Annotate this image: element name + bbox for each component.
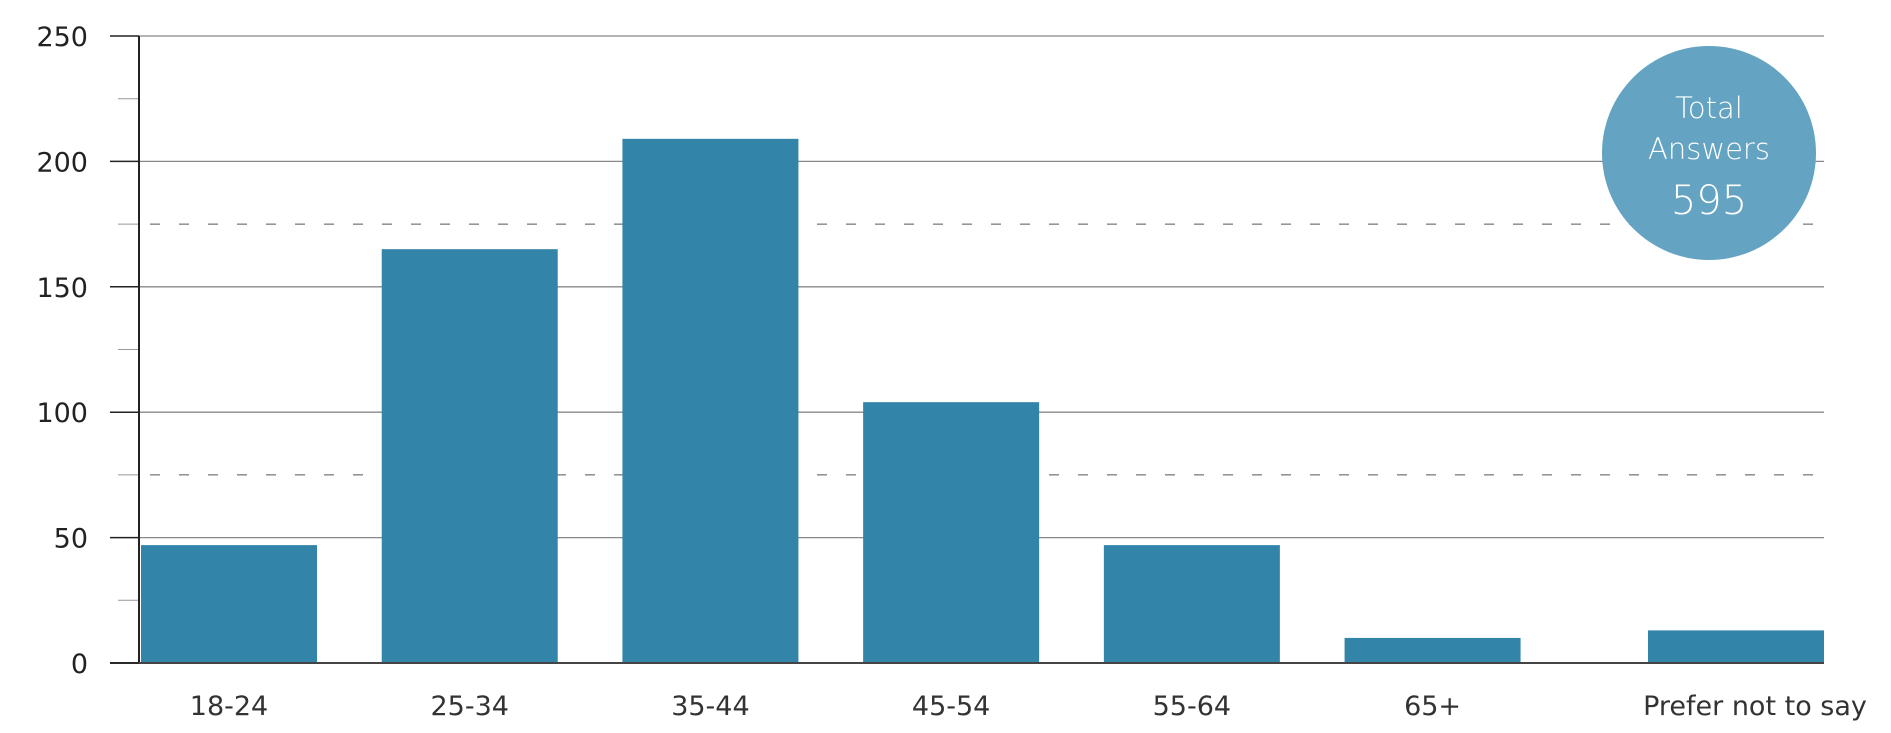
y-tick-label: 50 <box>54 524 88 555</box>
x-tick-label: 18-24 <box>190 691 268 722</box>
badge-line2: Answers <box>1648 132 1770 166</box>
y-tick-label: 200 <box>36 147 88 178</box>
bar-25-34 <box>381 249 558 663</box>
x-tick-labels: 18-24 25-34 35-44 45-54 55-64 65+ Prefer not t… <box>190 691 1867 722</box>
x-tick-label: Prefer not to say <box>1643 691 1867 722</box>
y-tick-label: 150 <box>36 273 88 304</box>
x-tick-label: 55-64 <box>1153 691 1231 722</box>
x-tick-label: 35-44 <box>671 691 749 722</box>
bar-35-44 <box>622 138 799 663</box>
badge-line1: Total <box>1675 91 1743 125</box>
badge-circle <box>1602 46 1816 260</box>
x-tick-label: 65+ <box>1404 691 1461 722</box>
x-tick-label: 45-54 <box>912 691 990 722</box>
bar-55-64 <box>1103 545 1280 663</box>
y-tick-labels: 0 50 100 150 200 250 <box>36 22 139 680</box>
total-answers-badge: Total Answers 595 <box>1602 46 1816 260</box>
bars <box>141 138 1824 663</box>
bar-18-24 <box>141 545 317 663</box>
axes <box>110 36 1824 664</box>
y-tick-label: 0 <box>71 649 88 680</box>
badge-total-value: 595 <box>1671 178 1747 224</box>
bar-45-54 <box>863 402 1040 663</box>
x-tick-label: 25-34 <box>430 691 508 722</box>
bar-prefer-not-to-say <box>1648 630 1824 663</box>
y-tick-label: 250 <box>36 22 88 53</box>
y-tick-label: 100 <box>36 398 88 429</box>
bar-65- <box>1344 637 1521 663</box>
